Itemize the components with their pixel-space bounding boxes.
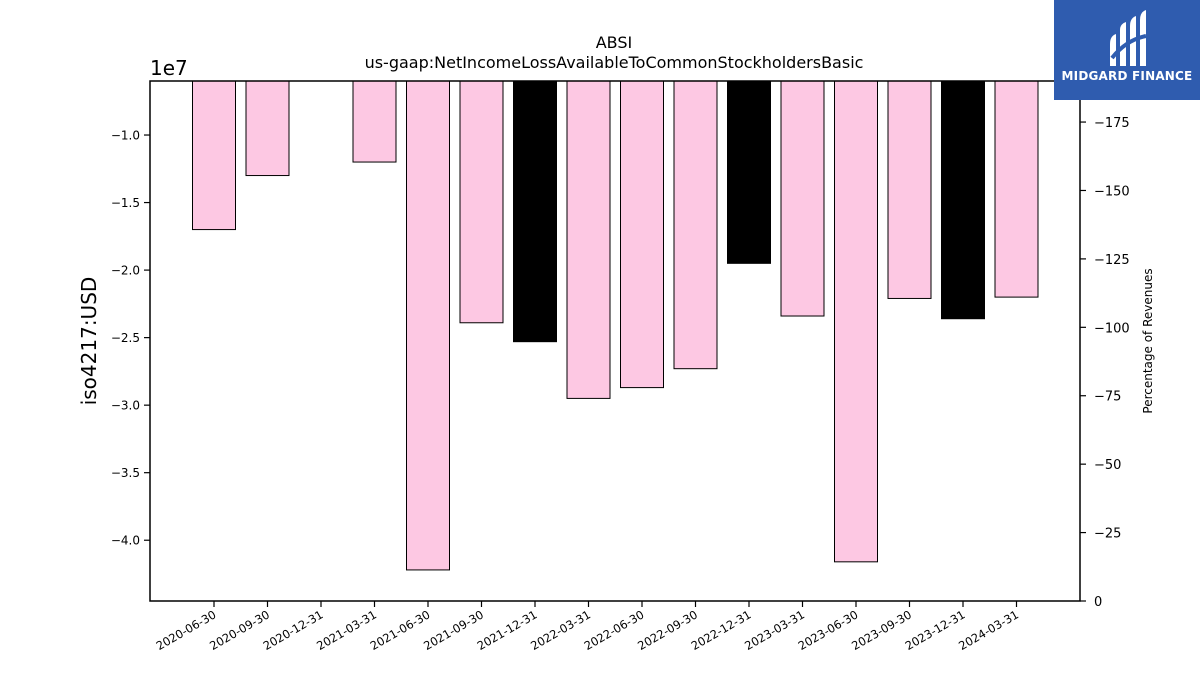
- x-tick-label: 2023-09-30: [849, 607, 914, 653]
- bar-2020-09-30: [245, 80, 290, 177]
- x-tick-label: 2023-06-30: [796, 607, 861, 653]
- y2-tick-label: 0: [1094, 595, 1102, 610]
- x-tick-label: 2022-09-30: [635, 607, 700, 653]
- bar-2024-03-31: [994, 80, 1039, 298]
- y-axis-label: iso4217:USD: [77, 277, 101, 406]
- x-ticks-group: 2020-06-302020-09-302020-12-312021-03-31…: [154, 601, 1021, 653]
- x-tick-label: 2024-03-31: [956, 607, 1021, 653]
- bar-2021-03-31: [352, 80, 397, 163]
- x-tick-label: 2021-12-31: [475, 607, 540, 653]
- y-tick-label: −1.0: [111, 129, 140, 143]
- y2-tick-label: −50: [1094, 458, 1121, 473]
- y2-tick-label: −100: [1094, 321, 1130, 336]
- x-tick-label: 2020-09-30: [207, 607, 272, 653]
- bar-2022-03-31: [566, 80, 611, 399]
- bar-2022-06-30: [620, 80, 664, 389]
- x-tick-label: 2023-03-31: [742, 607, 807, 653]
- y2-tick-label: −25: [1094, 527, 1121, 542]
- y2-tick-label: −175: [1094, 116, 1130, 131]
- y-ticks-group: −4.0 −3.5 −3.0 −2.5 −2.0 −1.5 −1.0: [111, 129, 150, 548]
- x-tick-label: 2021-09-30: [421, 607, 486, 653]
- y-tick-label: −1.5: [111, 196, 140, 210]
- x-tick-label: 2022-03-31: [528, 607, 593, 653]
- bar-2021-06-30: [406, 80, 450, 571]
- bar-2021-09-30: [459, 80, 504, 324]
- y-tick-label: −2.5: [111, 331, 140, 345]
- x-tick-label: 2022-12-31: [689, 607, 754, 653]
- x-tick-label: 2020-06-30: [154, 607, 219, 653]
- logo-mark-icon: [1110, 10, 1147, 66]
- x-tick-label: 2021-03-31: [314, 607, 379, 653]
- bar-2023-03-31: [780, 80, 825, 317]
- logo-name: MIDGARD FINANCE: [1061, 69, 1193, 83]
- y-tick-label: −3.0: [111, 399, 140, 413]
- y2-tick-label: −125: [1094, 253, 1130, 268]
- bars-group: [192, 80, 1039, 571]
- y2-tick-label: −150: [1094, 184, 1130, 199]
- y2-tick-label: −75: [1094, 390, 1121, 405]
- bar-2020-06-30: [192, 80, 236, 231]
- x-tick-label: 2023-12-31: [903, 607, 968, 653]
- y-offset-label: 1e7: [150, 56, 188, 80]
- y2-axis-label: Percentage of Revenues: [1141, 268, 1155, 413]
- bar-2022-09-30: [673, 80, 718, 370]
- x-tick-label: 2022-06-30: [582, 607, 647, 653]
- bar-2023-12-31: [941, 80, 985, 320]
- y-tick-label: −4.0: [111, 534, 140, 548]
- bar-2021-12-31: [513, 80, 557, 343]
- chart-subtitle: us-gaap:NetIncomeLossAvailableToCommonSt…: [365, 53, 864, 72]
- y2-ticks-group: 0 −25 −50 −75 −100 −125 −150 −175: [1080, 116, 1130, 610]
- y-tick-label: −2.0: [111, 264, 140, 278]
- bar-2023-09-30: [887, 80, 932, 299]
- bar-2023-06-30: [834, 80, 878, 563]
- x-tick-label: 2020-12-31: [261, 607, 326, 653]
- x-tick-label: 2021-06-30: [368, 607, 433, 653]
- bar-2022-12-31: [727, 80, 771, 264]
- y-tick-label: −3.5: [111, 466, 140, 480]
- plot-frame: [149, 80, 1081, 602]
- midgard-finance-logo: MIDGARD FINANCE: [1054, 0, 1200, 100]
- chart-title: ABSI: [596, 33, 633, 52]
